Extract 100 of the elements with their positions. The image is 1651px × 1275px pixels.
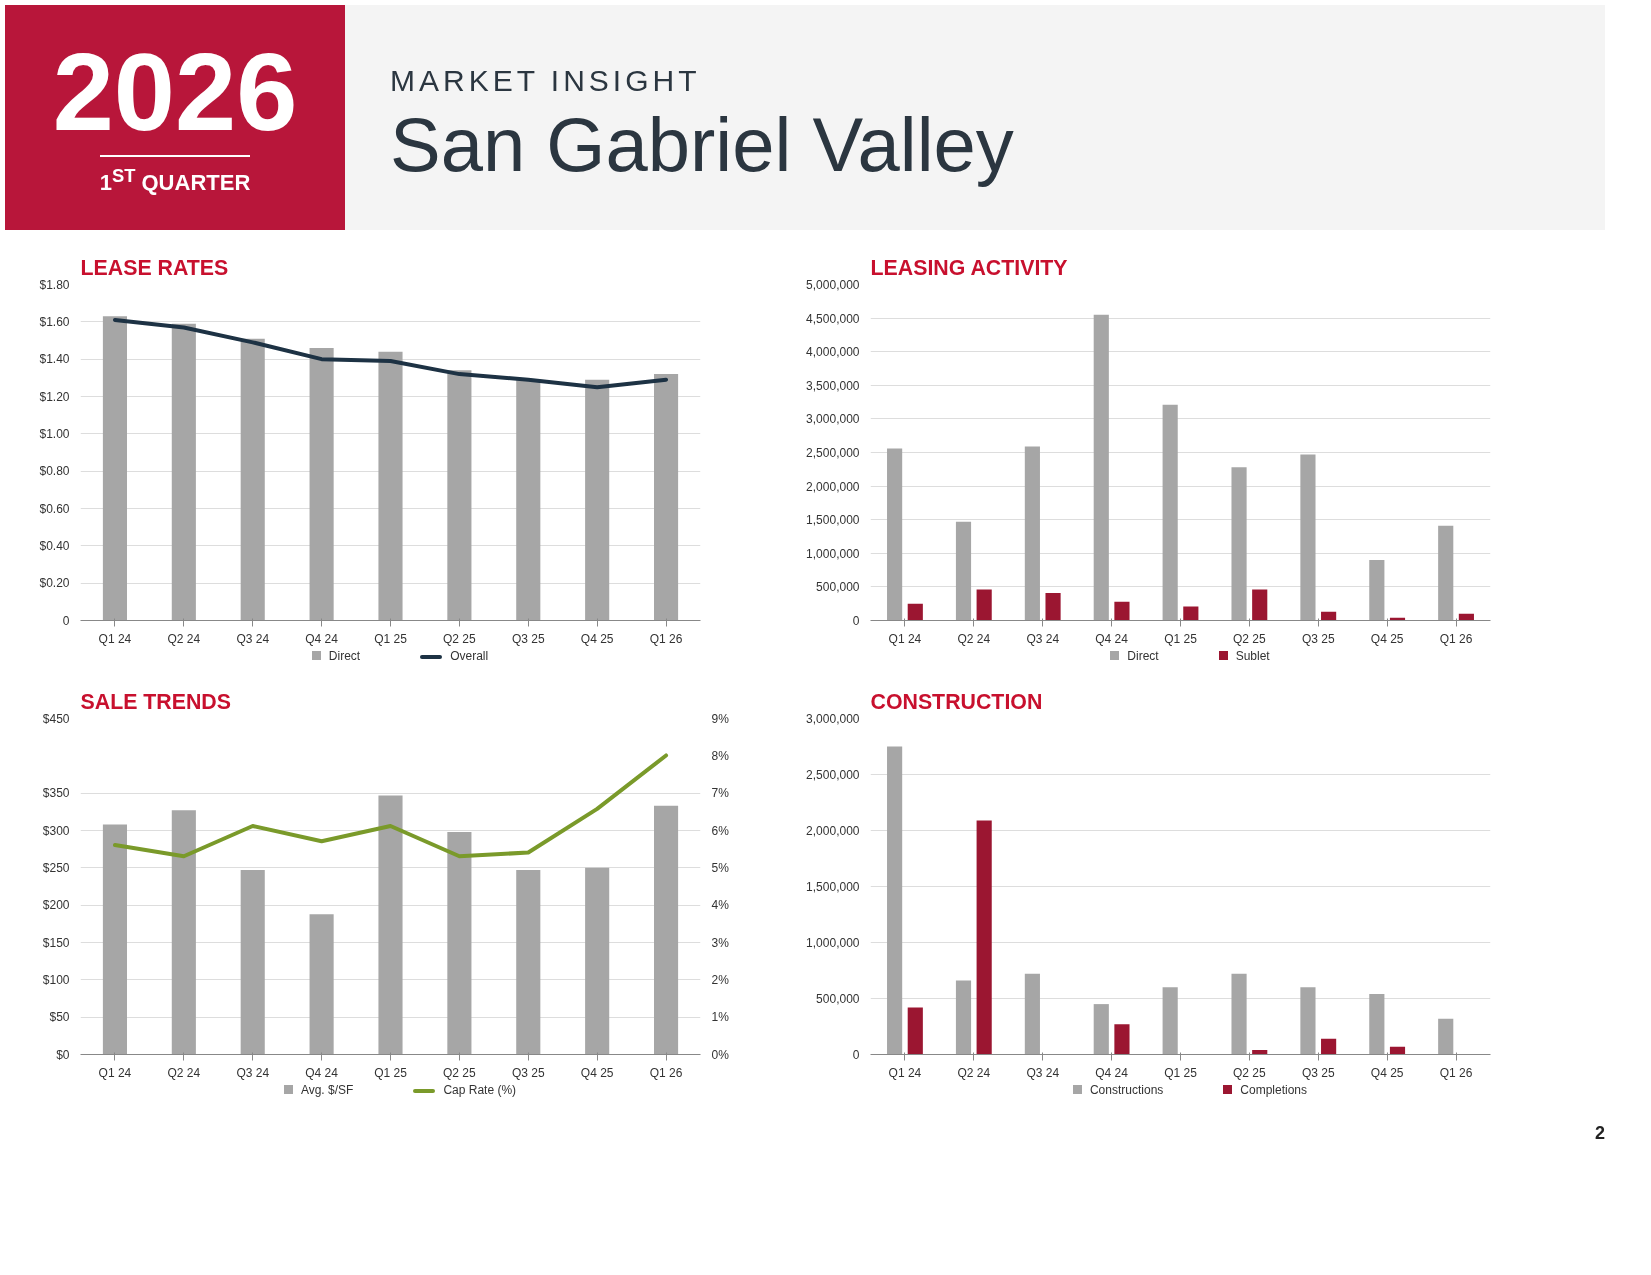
text: 2026 — [52, 29, 298, 153]
x-tick-label: Q1 25 — [374, 631, 408, 646]
x-tick-label: Q2 25 — [443, 1065, 477, 1080]
y2-tick-label: 0% — [711, 1047, 730, 1062]
y-tick-label: 0 — [62, 613, 70, 628]
x-tick-label: Q4 24 — [1095, 631, 1129, 646]
y-tick-label: 3,500,000 — [806, 378, 860, 393]
y-tick-label: $200 — [42, 898, 70, 913]
y-tick-label: $0.60 — [39, 501, 70, 516]
legend-label: Avg. $/SF — [299, 1082, 354, 1099]
legend-label: Constructions — [1088, 1082, 1164, 1099]
y-tick-label: $1.40 — [39, 352, 70, 367]
y-tick-label: $0.80 — [39, 464, 70, 479]
text: MARKET INSIGHT — [390, 63, 702, 99]
x-tick-label: Q1 26 — [1439, 631, 1473, 646]
y-tick-label: $0.40 — [39, 538, 70, 553]
chart-title: LEASE RATES — [80, 255, 229, 280]
y-tick-label: 2,000,000 — [806, 479, 860, 494]
y-tick-label: $250 — [42, 860, 70, 875]
x-tick-label: Q1 24 — [98, 631, 132, 646]
x-tick-label: Q2 24 — [957, 1065, 991, 1080]
y-tick-label: $0 — [56, 1047, 70, 1062]
y-tick-label: $450 — [42, 711, 70, 726]
legend-label: Overall — [449, 648, 489, 665]
legend-label: Direct — [327, 648, 361, 665]
x-tick-label: Q3 24 — [236, 1065, 270, 1080]
x-tick-label: Q1 25 — [1164, 631, 1198, 646]
x-tick-label: Q4 24 — [305, 1065, 339, 1080]
y-tick-label: $300 — [42, 823, 70, 838]
y-tick-label: $1.80 — [39, 277, 70, 292]
y-tick-label: 500,000 — [816, 992, 860, 1006]
legend-label: Sublet — [1234, 648, 1270, 665]
chart-title: LEASING ACTIVITY — [870, 255, 1068, 280]
x-tick-label: Q2 24 — [167, 1065, 201, 1080]
x-tick-label: Q1 25 — [374, 1065, 408, 1080]
x-tick-label: Q2 24 — [167, 631, 201, 646]
legend-label: Direct — [1126, 648, 1159, 665]
x-tick-label: Q3 24 — [1026, 1065, 1060, 1080]
y-tick-label: 2,500,000 — [806, 768, 860, 782]
y-tick-label: $0.20 — [39, 576, 70, 591]
y-tick-label: $350 — [42, 786, 70, 801]
legend-label: Completions — [1239, 1082, 1308, 1099]
x-tick-label: Q3 24 — [236, 631, 270, 646]
x-tick-label: Q1 26 — [649, 631, 683, 646]
y2-tick-label: 8% — [711, 748, 730, 763]
x-tick-label: Q1 24 — [98, 1065, 132, 1080]
x-tick-label: Q3 25 — [511, 631, 545, 646]
chart-title: CONSTRUCTION — [870, 689, 1043, 714]
x-tick-label: Q4 24 — [1095, 1065, 1129, 1080]
x-tick-label: Q2 25 — [1233, 631, 1267, 646]
y-tick-label: 3,000,000 — [806, 412, 860, 427]
x-tick-label: Q4 25 — [580, 631, 614, 646]
x-tick-label: Q4 24 — [305, 631, 339, 646]
x-tick-label: Q3 25 — [1301, 1065, 1335, 1080]
text: 1$^{ST}$ QUARTER — [99, 154, 251, 199]
y-tick-label: $1.20 — [39, 389, 70, 404]
y-tick-label: 0 — [852, 1048, 860, 1062]
x-tick-label: Q3 25 — [1301, 631, 1335, 646]
y-tick-label: $50 — [49, 1010, 70, 1025]
legend-label: Cap Rate (%) — [442, 1082, 517, 1099]
x-tick-label: Q4 25 — [1370, 1065, 1404, 1080]
x-tick-label: Q3 25 — [511, 1065, 545, 1080]
y-tick-label: 4,000,000 — [806, 345, 860, 360]
y-tick-label: 4,500,000 — [806, 311, 860, 326]
y2-tick-label: 3% — [711, 935, 730, 950]
x-tick-label: Q4 25 — [580, 1065, 614, 1080]
x-tick-label: Q2 25 — [1233, 1065, 1267, 1080]
y-tick-label: 2,500,000 — [806, 446, 860, 460]
y-tick-label: 1,500,000 — [806, 513, 860, 528]
x-tick-label: Q1 24 — [888, 631, 922, 646]
y-tick-label: 1,000,000 — [806, 546, 860, 561]
y2-tick-label: 9% — [711, 711, 730, 726]
y-tick-label: 500,000 — [816, 580, 860, 595]
x-tick-label: Q4 25 — [1370, 631, 1404, 646]
x-tick-label: Q1 25 — [1164, 1065, 1198, 1080]
x-tick-label: Q3 24 — [1026, 631, 1060, 646]
x-tick-label: Q2 24 — [957, 631, 991, 646]
y-tick-label: $100 — [42, 972, 70, 987]
y-tick-label: $1.60 — [39, 314, 70, 329]
y-tick-label: 0 — [852, 614, 860, 628]
y2-tick-label: 7% — [711, 786, 730, 801]
y2-tick-label: 2% — [711, 972, 730, 987]
y2-tick-label: 5% — [711, 860, 730, 875]
x-tick-label: Q2 25 — [443, 631, 477, 646]
y-tick-label: 5,000,000 — [806, 278, 860, 292]
chart-title: SALE TRENDS — [80, 689, 231, 714]
text: 2 — [1594, 1122, 1605, 1145]
y-tick-label: 1,500,000 — [806, 880, 860, 894]
y2-tick-label: 6% — [711, 823, 730, 838]
text: San Gabriel Valley — [390, 101, 1014, 187]
x-tick-label: Q1 26 — [649, 1065, 683, 1080]
y-tick-label: $1.00 — [39, 426, 70, 441]
y2-tick-label: 1% — [711, 1010, 730, 1025]
x-tick-label: Q1 26 — [1439, 1065, 1473, 1080]
y-tick-label: 1,000,000 — [806, 936, 860, 950]
y-tick-label: 2,000,000 — [806, 824, 860, 838]
x-tick-label: Q1 24 — [888, 1065, 922, 1080]
y-tick-label: $150 — [42, 935, 70, 950]
y-tick-label: 3,000,000 — [806, 712, 860, 726]
y2-tick-label: 4% — [711, 898, 730, 913]
